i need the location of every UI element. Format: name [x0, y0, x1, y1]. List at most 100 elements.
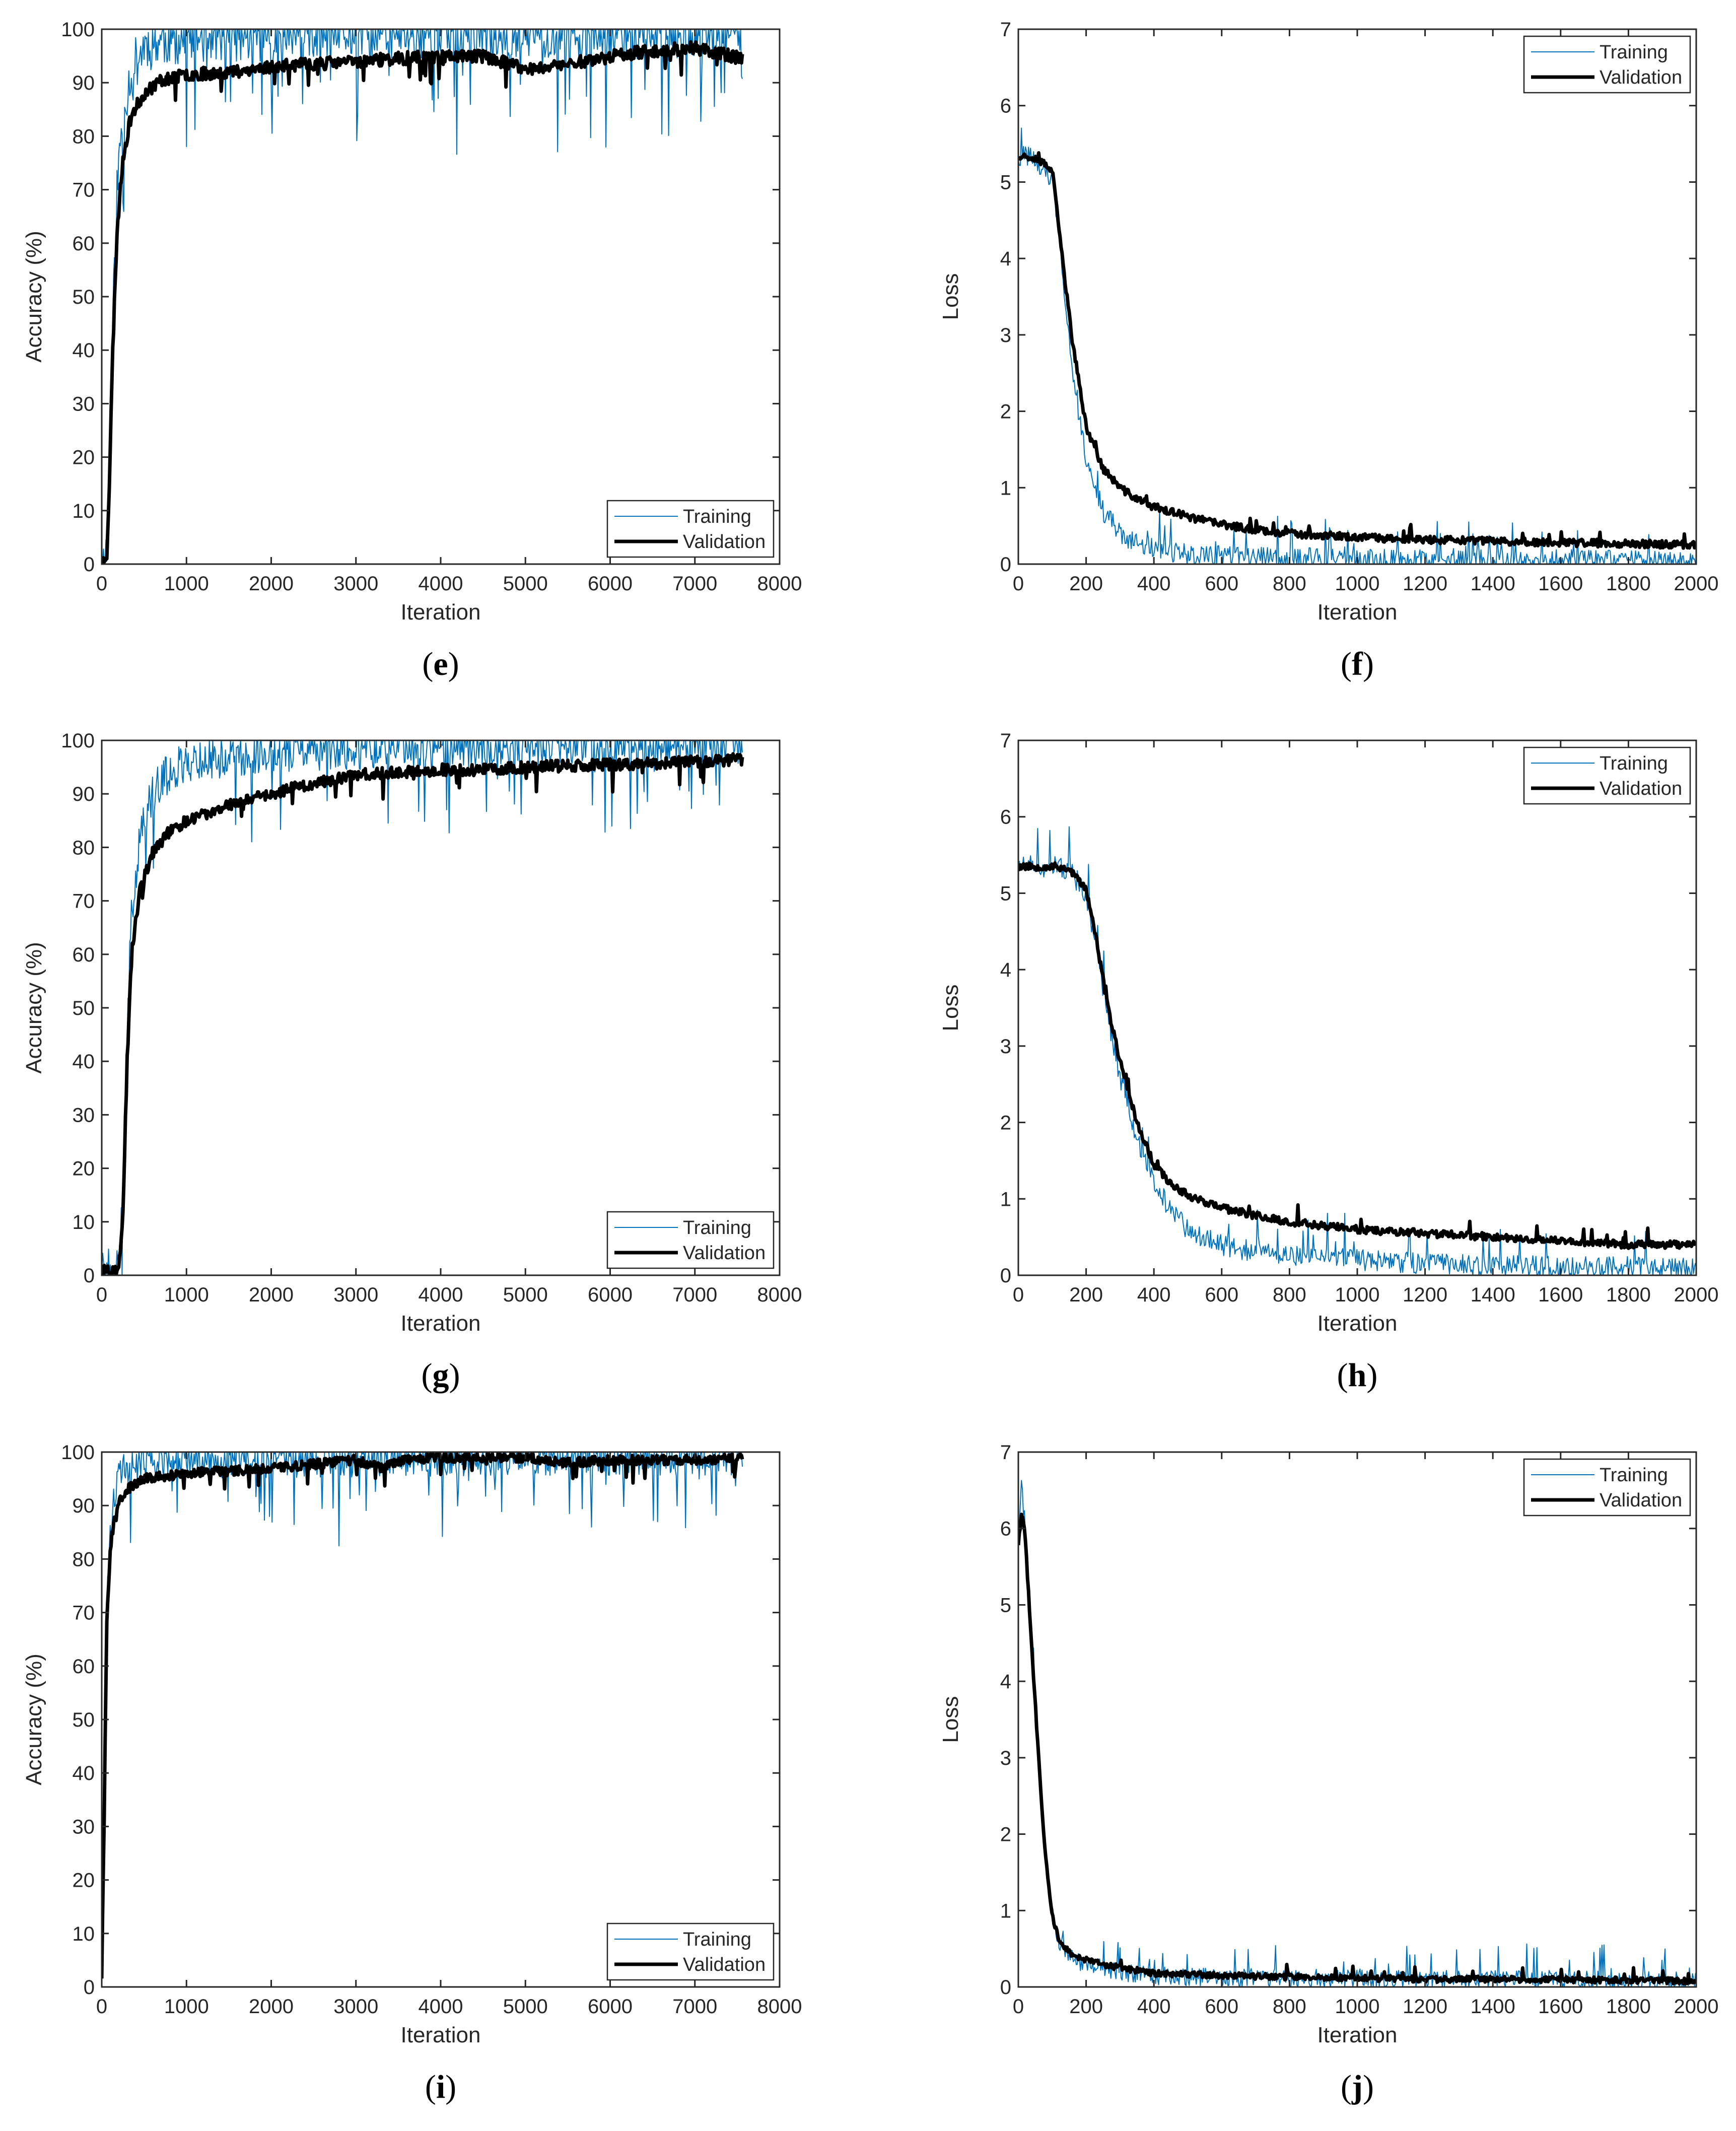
x-tick-label: 1800: [1606, 573, 1651, 595]
y-tick-label: 0: [1000, 1976, 1011, 1999]
panel-caption-j: (j): [1341, 2069, 1374, 2105]
x-tick-label: 0: [96, 1284, 107, 1306]
y-tick-label: 20: [73, 1158, 95, 1180]
series-group-f: [1018, 127, 1696, 564]
x-tick-label: 7000: [672, 573, 717, 595]
panel-caption-h: (h): [1337, 1357, 1378, 1394]
x-tick-label: 200: [1069, 573, 1103, 595]
x-tick-label: 4000: [419, 573, 463, 595]
y-axis-label: Loss: [938, 273, 963, 320]
y-tick-label: 20: [73, 447, 95, 469]
legend-f: Training Validation: [1523, 35, 1691, 94]
legend-label-validation: Validation: [1600, 67, 1682, 88]
y-tick-label: 10: [73, 1211, 95, 1233]
x-tick-label: 1400: [1471, 573, 1515, 595]
x-tick-label: 400: [1137, 1284, 1171, 1306]
x-tick-label: 600: [1205, 1284, 1238, 1306]
x-tick-label: 8000: [757, 573, 802, 595]
y-tick-label: 70: [73, 890, 95, 913]
legend-j: Training Validation: [1523, 1458, 1691, 1517]
x-tick-label: 5000: [503, 573, 548, 595]
legend-label-training: Training: [683, 1217, 751, 1239]
x-tick-label: 2000: [1674, 1996, 1719, 2018]
x-tick-label: 1400: [1471, 1996, 1515, 2018]
x-tick-label: 2000: [1674, 573, 1719, 595]
x-tick-label: 1800: [1606, 1996, 1651, 2018]
y-tick-label: 6: [1000, 806, 1011, 829]
x-axis-label: Iteration: [401, 1311, 481, 1336]
y-tick-label: 0: [1000, 554, 1011, 576]
x-tick-label: 3000: [333, 1284, 378, 1306]
series-line-training-i: [102, 1452, 743, 1985]
legend-label-validation: Validation: [683, 1243, 766, 1264]
y-tick-label: 0: [84, 1976, 95, 1999]
legend-label-training: Training: [1600, 1465, 1668, 1486]
x-tick-label: 6000: [588, 573, 633, 595]
y-tick-label: 60: [73, 233, 95, 255]
y-tick-label: 80: [73, 837, 95, 859]
chart-panel-g: 0 1000 2000 3000 4000 5000 6000 7000 8000 0 10 20 30…: [22, 730, 802, 1394]
x-tick-label: 800: [1273, 573, 1306, 595]
x-tick-label: 5000: [503, 1996, 548, 2018]
y-tick-label: 100: [61, 1441, 95, 1464]
x-axis-label: Iteration: [401, 600, 481, 625]
x-tick-label: 3000: [333, 1996, 378, 2018]
y-tick-label: 0: [1000, 1265, 1011, 1287]
y-tick-label: 100: [61, 19, 95, 41]
y-tick-label: 40: [73, 1051, 95, 1073]
series-line-training-f: [1018, 127, 1696, 564]
panel-caption-e: (e): [422, 646, 459, 682]
y-tick-label: 3: [1000, 1036, 1011, 1058]
legend-label-validation: Validation: [683, 1954, 766, 1975]
y-tick-label: 30: [73, 1104, 95, 1126]
x-tick-label: 4000: [419, 1996, 463, 2018]
y-tick-label: 40: [73, 339, 95, 362]
legend-box: [1523, 35, 1691, 94]
y-tick-label: 90: [73, 1495, 95, 1517]
x-tick-label: 200: [1069, 1284, 1103, 1306]
legend-box: [1523, 746, 1691, 805]
y-tick-label: 30: [73, 393, 95, 415]
y-axis-label: Loss: [938, 1696, 963, 1743]
y-tick-label: 90: [73, 783, 95, 805]
x-tick-label: 400: [1137, 1996, 1171, 2018]
y-tick-label: 60: [73, 944, 95, 966]
legend-box: [606, 1211, 775, 1269]
x-tick-label: 600: [1205, 573, 1238, 595]
y-tick-label: 0: [84, 1265, 95, 1287]
legend-label-training: Training: [683, 1929, 751, 1950]
series-group-h: [1018, 826, 1696, 1275]
x-tick-label: 1200: [1403, 573, 1447, 595]
x-tick-label: 1600: [1538, 1996, 1583, 2018]
x-tick-label: 800: [1273, 1284, 1306, 1306]
series-group-e: [102, 29, 744, 564]
x-tick-label: 7000: [672, 1284, 717, 1306]
y-tick-label: 2: [1000, 401, 1011, 423]
y-tick-label: 2: [1000, 1112, 1011, 1134]
x-tick-label: 1600: [1538, 573, 1583, 595]
x-tick-label: 1000: [1335, 1284, 1380, 1306]
legend-label-validation: Validation: [1600, 1490, 1682, 1511]
y-tick-label: 7: [1000, 19, 1011, 41]
y-tick-label: 20: [73, 1870, 95, 1892]
x-tick-label: 1800: [1606, 1284, 1651, 1306]
x-tick-label: 8000: [757, 1996, 802, 2018]
x-tick-label: 0: [1013, 1284, 1024, 1306]
x-axis-label: Iteration: [1317, 2023, 1398, 2047]
x-tick-label: 4000: [419, 1284, 463, 1306]
series-line-validation-h: [1018, 861, 1696, 1250]
y-tick-label: 80: [73, 1548, 95, 1570]
y-tick-label: 4: [1000, 248, 1011, 270]
y-tick-label: 50: [73, 1709, 95, 1731]
y-tick-label: 80: [73, 125, 95, 148]
y-axis-label: Accuracy (%): [22, 942, 46, 1074]
x-tick-label: 1200: [1403, 1996, 1447, 2018]
series-line-training-h: [1018, 826, 1696, 1275]
series-group-g: [102, 740, 744, 1275]
y-tick-label: 5: [1000, 1594, 1011, 1616]
x-tick-label: 200: [1069, 1996, 1103, 2018]
legend-e: Training Validation: [606, 500, 775, 558]
y-tick-label: 1: [1000, 1900, 1011, 1922]
y-tick-label: 70: [73, 1602, 95, 1624]
